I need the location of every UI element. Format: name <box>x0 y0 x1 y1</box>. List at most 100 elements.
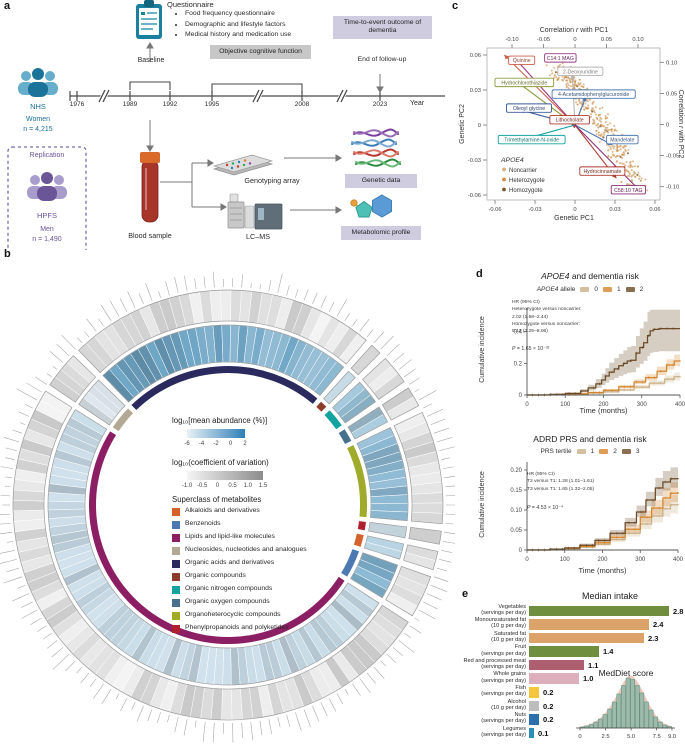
legend-label: APOE4 allele <box>536 286 576 293</box>
intake-bar-value: 1.0 <box>583 674 594 684</box>
svg-text:0: 0 <box>573 207 576 213</box>
superclass-label: Organic acids and derivatives <box>185 559 275 566</box>
superclass-swatch <box>172 508 180 516</box>
legend-item-label: 1 <box>590 448 595 455</box>
svg-text:0.10: 0.10 <box>666 60 677 66</box>
end-follow-up-label: End of follow-up <box>357 56 407 63</box>
intake-bar-value: 0.1 <box>538 728 549 738</box>
apoe4-incidence-plot: 0 0.2 0.4 0 100 200 300 400 Time (months) <box>514 308 685 415</box>
dna-helix-icon <box>351 128 401 168</box>
median-intake-title: Median intake <box>581 591 639 601</box>
metabolite-molecule-icon <box>350 194 392 218</box>
svg-text:9.0: 9.0 <box>668 734 676 740</box>
intake-bar <box>529 659 584 671</box>
apoe4-scatter-legend-title: APOE4 <box>500 157 524 164</box>
median-intake-panel: Median intake MedDiet score 0 2.5 5.0 7.5 9.… <box>450 590 685 755</box>
y-axis-title: Genetic PC2 <box>459 104 466 144</box>
lcms-instrument-icon <box>227 193 283 230</box>
hr-line: T2 versus T1: 1.28 (1.01–1.61) <box>527 479 595 485</box>
intake-bar-value: 1.4 <box>603 647 614 657</box>
abundance-tick: -4 <box>198 441 205 447</box>
prs-hr-annotation: HR (95% CI) T2 versus T1: 1.28 (1.01–1.61… <box>527 471 637 493</box>
intake-bar <box>529 687 539 698</box>
metabolite-label: C58:10 TAG <box>614 188 642 194</box>
superclass-swatch <box>172 586 180 594</box>
intake-bar-label: Whole grains (servings per day) <box>481 671 526 684</box>
meddiet-score-title: MedDiet score <box>598 668 654 678</box>
svg-text:0.05: 0.05 <box>601 37 612 43</box>
superclass-swatch <box>172 599 180 607</box>
svg-text:2.5: 2.5 <box>602 734 610 740</box>
scatter-legend-item: Noncarrier <box>509 168 537 174</box>
svg-text:0.10: 0.10 <box>632 37 643 43</box>
superclass-legend-title: Superclass of metabolites <box>172 495 262 504</box>
svg-text:7.5: 7.5 <box>653 734 661 740</box>
abundance-tick: 2 <box>243 441 247 447</box>
svg-text:-0.05: -0.05 <box>666 154 679 160</box>
superclass-label: Organoheterocyclic compounds <box>185 611 281 618</box>
apoe4-title-italic: APOE4 <box>541 271 570 281</box>
intake-bar-label: Monounsaturated fat (10 g per day) <box>474 617 526 630</box>
legend-label: PRS tertile <box>540 448 572 455</box>
metabolite-label: Lithocholate <box>556 118 584 124</box>
panel-label-a: a <box>4 0 11 12</box>
objective-cognitive-box: Objective cognitive function <box>210 45 311 60</box>
svg-text:0: 0 <box>519 393 523 399</box>
hr-line: T3 versus T1: 1.65 (1.32–2.05) <box>527 486 595 492</box>
intake-bar <box>529 714 539 725</box>
svg-text:0.10: 0.10 <box>510 508 522 514</box>
metabolite-label: Trimethylamine-N-oxide <box>504 138 559 144</box>
year-2023: 2023 <box>372 101 388 108</box>
hr-line: Homozygote versus noncarrier: <box>512 321 580 327</box>
superclass-label: Organic nitrogen compounds <box>185 585 273 592</box>
nhs-n-label: n = 4,215 <box>23 126 53 133</box>
meddiet-histogram: 0 2.5 5.0 7.5 9.0 <box>576 676 676 740</box>
intake-bar <box>529 646 599 657</box>
intake-bar <box>529 700 539 712</box>
intake-bar-value: 1.1 <box>588 660 599 670</box>
legend-swatch <box>603 286 613 293</box>
intake-bar-value: 2.3 <box>648 633 659 643</box>
cv-legend-title: log₁₀(coefficient of variation) <box>172 458 269 467</box>
cv-tick: 1.5 <box>258 483 268 489</box>
replication-label: Replication <box>29 152 65 159</box>
hr-line: Heterozygote versus noncarrier: <box>512 307 582 313</box>
svg-text:300: 300 <box>635 557 646 563</box>
legend-item-label: 1 <box>617 286 621 293</box>
svg-text:200: 200 <box>597 557 608 563</box>
svg-text:-0.03: -0.03 <box>468 158 481 164</box>
superclass-swatch <box>172 573 180 581</box>
year-2008: 2008 <box>294 101 310 108</box>
intake-bar <box>529 632 644 644</box>
scatter-legend-item: Homozygote <box>509 188 543 194</box>
hr-line: HR (95% CI) <box>512 300 540 305</box>
abundance-tick: 0 <box>228 441 233 447</box>
legend-item-label: 2 <box>639 286 644 293</box>
intake-bar-label: Saturated fat (10 g per day) <box>491 630 526 643</box>
intake-bar-label: Fruit (servings per day) <box>481 644 526 657</box>
genotyping-array-icon <box>212 154 274 176</box>
svg-text:300: 300 <box>637 402 648 408</box>
svg-text:0.05: 0.05 <box>666 91 677 97</box>
questionnaire-bullets: Food frequency questionnaireDemographic … <box>176 9 375 41</box>
superclass-label: Benzenoids <box>185 520 221 527</box>
questionnaire-clipboard-icon <box>136 0 162 39</box>
metabolite-label: Quinine <box>513 58 531 64</box>
superclass-swatch <box>172 625 180 633</box>
x-axis-title: Time (months) <box>579 406 628 415</box>
year-1995: 1995 <box>204 101 220 108</box>
superclass-swatch <box>172 560 180 568</box>
svg-text:-0.06: -0.06 <box>488 207 501 213</box>
apoe4-allele-legend: APOE4 allele 0 1 2 <box>500 286 680 293</box>
svg-text:0.06: 0.06 <box>649 207 660 213</box>
hr-line: HR (95% CI) <box>527 472 555 477</box>
superclass-label: Lipids and lipid-like molecules <box>185 533 275 540</box>
svg-text:0.03: 0.03 <box>470 88 481 94</box>
svg-text:0.03: 0.03 <box>609 207 620 213</box>
svg-text:0.2: 0.2 <box>514 361 523 367</box>
svg-text:400: 400 <box>675 402 685 408</box>
year-1989: 1989 <box>122 101 138 108</box>
legend-swatch <box>621 448 631 455</box>
cv-gradient-bar <box>187 471 263 480</box>
cv-tick: 0 <box>215 483 220 489</box>
